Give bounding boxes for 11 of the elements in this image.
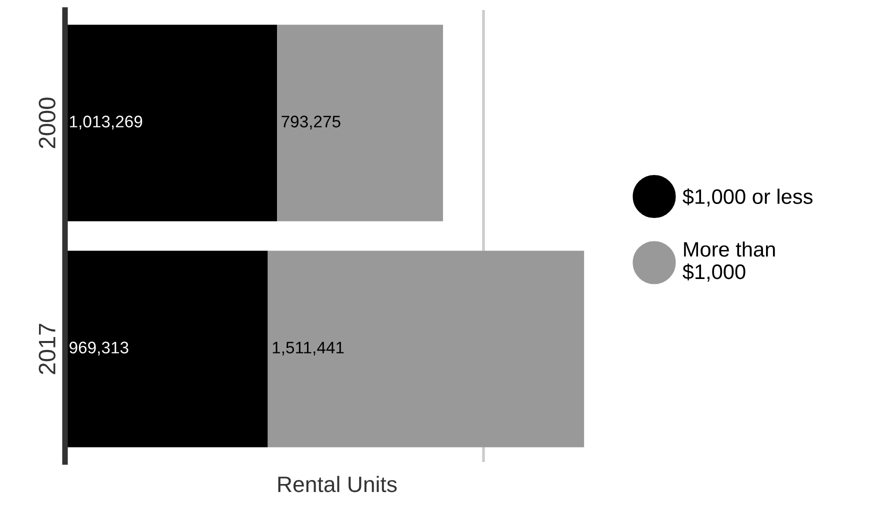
bar bbox=[277, 24, 444, 222]
data-label: 1,013,269 bbox=[70, 116, 142, 130]
legend-label: $1,000 or less bbox=[682, 188, 812, 206]
y-tick-label: 2000 bbox=[38, 98, 56, 148]
y-tick-label: 2017 bbox=[38, 324, 56, 374]
data-label: 793,275 bbox=[282, 116, 340, 130]
bar bbox=[268, 250, 584, 448]
x-axis-title: Rental Units bbox=[278, 476, 397, 492]
legend-label: More than $1,000 bbox=[682, 241, 775, 282]
data-label: 1,511,441 bbox=[272, 342, 344, 356]
data-label: 969,313 bbox=[70, 342, 128, 356]
